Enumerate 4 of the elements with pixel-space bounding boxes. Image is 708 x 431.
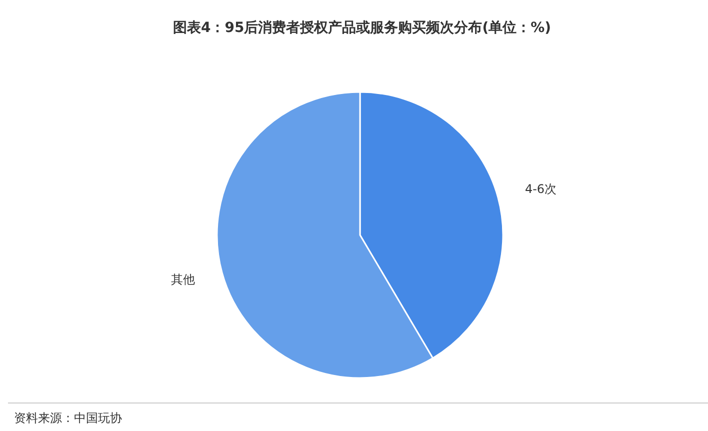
text: 资料来源：中国玩协	[14, 411, 122, 425]
slice-label: 4-6次	[524, 182, 557, 196]
slice-label: 其他	[171, 272, 196, 286]
chart-title: 图表4：95后消费者授权产品或服务购买频次分布(单位：%)	[172, 19, 552, 36]
